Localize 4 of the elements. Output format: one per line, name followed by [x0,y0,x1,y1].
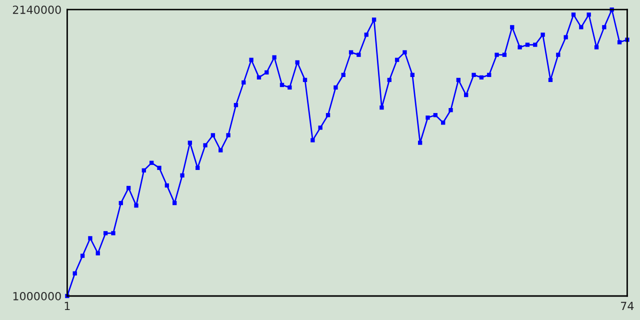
y-tick-label: 1000000 [13,292,61,300]
x-tick-label: 74 [621,302,634,310]
x-tick-label: 1 [64,302,70,310]
y-tick-label: 2140000 [12,6,61,14]
